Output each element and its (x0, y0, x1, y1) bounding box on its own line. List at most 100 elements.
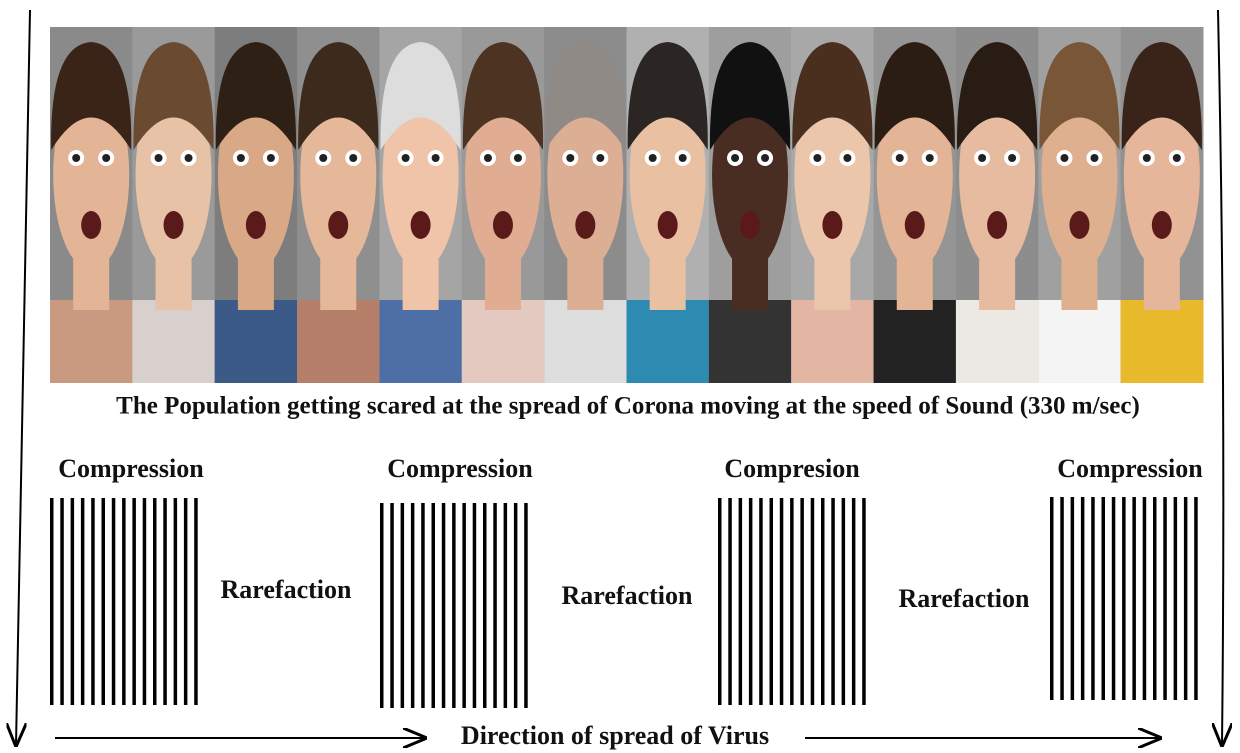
shirt (215, 300, 298, 383)
face-photo (1121, 27, 1204, 383)
diagram: The Population getting scared at the spr… (0, 0, 1240, 753)
pupil (237, 154, 245, 162)
bar-line (821, 498, 825, 705)
bar-line (1194, 497, 1198, 700)
bar-line (1153, 497, 1157, 700)
bar-line (770, 498, 774, 705)
bar-line (390, 503, 394, 708)
pupil (679, 154, 687, 162)
bar-line (462, 503, 466, 708)
rarefaction-label: Rarefaction (221, 575, 352, 604)
bar-line (1122, 497, 1126, 700)
pupil (649, 154, 657, 162)
bar-line (1132, 497, 1136, 700)
bar-line (739, 498, 743, 705)
face-photo (544, 27, 627, 383)
bar-line (1091, 497, 1095, 700)
bar-line (1112, 497, 1116, 700)
bar-line (842, 498, 846, 705)
bar-line (728, 498, 732, 705)
bar-line (452, 503, 456, 708)
pupil (72, 154, 80, 162)
bar-line (1143, 497, 1147, 700)
pupil (484, 154, 492, 162)
face-photo (1038, 27, 1121, 383)
mouth (575, 211, 595, 239)
bar-line (800, 498, 804, 705)
face-photo (215, 27, 298, 383)
mouth (328, 211, 348, 239)
shirt (956, 300, 1039, 383)
bar-line (790, 498, 794, 705)
bar-line (493, 503, 497, 708)
faces-photo-strip (50, 27, 1204, 383)
mouth (658, 211, 678, 239)
bar-line (132, 498, 136, 705)
bar-line (380, 503, 384, 708)
bar-line (759, 498, 763, 705)
face-photo (297, 27, 380, 383)
pupil (1008, 154, 1016, 162)
mouth (81, 211, 101, 239)
face-photo (132, 27, 215, 383)
bar-line (749, 498, 753, 705)
shirt (791, 300, 874, 383)
bar-line (122, 498, 126, 705)
bar-line (112, 498, 116, 705)
bar-line (81, 498, 85, 705)
bar-line (524, 503, 528, 708)
pupil (514, 154, 522, 162)
mouth (822, 211, 842, 239)
pupil (596, 154, 604, 162)
bar-line (174, 498, 178, 705)
pupil (843, 154, 851, 162)
bar-line (1163, 497, 1167, 700)
pupil (566, 154, 574, 162)
pupil (926, 154, 934, 162)
bar-line (1071, 497, 1075, 700)
shirt (874, 300, 957, 383)
face-photo (874, 27, 957, 383)
shirt (379, 300, 462, 383)
bar-line (60, 498, 64, 705)
bar-line (50, 498, 54, 705)
pupil (185, 154, 193, 162)
shirt (1121, 300, 1204, 383)
mouth (246, 211, 266, 239)
mouth (987, 211, 1007, 239)
bar-line (514, 503, 518, 708)
bar-line (442, 503, 446, 708)
pupil (1090, 154, 1098, 162)
rarefaction-label: Rarefaction (899, 584, 1030, 613)
bar-line (504, 503, 508, 708)
bar-line (194, 498, 198, 705)
face-photo (956, 27, 1039, 383)
rarefaction-label: Rarefaction (562, 581, 693, 610)
compression-label: Compresion (724, 454, 860, 483)
pupil (349, 154, 357, 162)
mouth (905, 211, 925, 239)
bar-line (432, 503, 436, 708)
pupil (155, 154, 163, 162)
bar-line (1102, 497, 1106, 700)
shirt (709, 300, 792, 383)
pupil (402, 154, 410, 162)
right-curve-arrow (1218, 10, 1223, 745)
compression-label: Compression (58, 454, 204, 483)
face-photo (379, 27, 462, 383)
bar-line (473, 503, 477, 708)
bar-line (153, 498, 157, 705)
compression-label: Compression (1057, 454, 1203, 483)
bar-line (1184, 497, 1188, 700)
left-curve-arrow (16, 10, 30, 745)
shirt (1038, 300, 1121, 383)
mouth (411, 211, 431, 239)
shirt (50, 300, 133, 383)
pupil (319, 154, 327, 162)
bar-line (421, 503, 425, 708)
bar-line (1060, 497, 1064, 700)
pupil (761, 154, 769, 162)
shirt (462, 300, 545, 383)
pupil (432, 154, 440, 162)
pupil (978, 154, 986, 162)
